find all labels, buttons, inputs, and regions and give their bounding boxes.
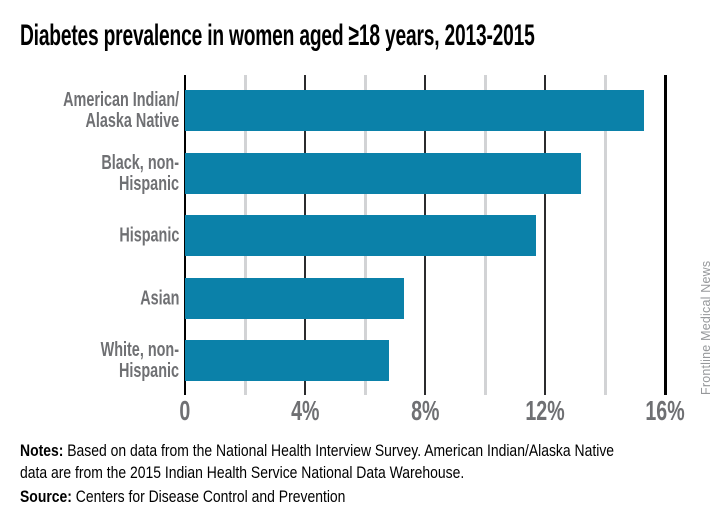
category-label: American Indian/Alaska Native xyxy=(62,88,179,132)
bar xyxy=(185,215,536,256)
category-label: Hispanic xyxy=(118,224,179,246)
gridline-minor xyxy=(604,75,607,395)
x-tick-label: 0 xyxy=(179,395,191,426)
x-tick-label: 4% xyxy=(290,395,320,426)
chart-title: Diabetes prevalence in women aged ≥18 ye… xyxy=(20,19,535,52)
x-tick-label: 16% xyxy=(645,395,685,426)
source-text: Centers for Disease Control and Preventi… xyxy=(71,487,346,506)
notes-block: Notes: Based on data from the National H… xyxy=(20,440,720,484)
credit-vertical-text: Frontline Medical News xyxy=(699,260,713,395)
source-block: Source: Centers for Disease Control and … xyxy=(20,486,417,508)
notes-label: Notes: xyxy=(20,441,64,460)
x-tick-label: 12% xyxy=(525,395,565,426)
notes-line-2: data are from the 2015 Indian Health Ser… xyxy=(20,463,465,482)
x-tick-label: 8% xyxy=(410,395,440,426)
bar xyxy=(185,278,404,319)
notes-line-1: Notes: Based on data from the National H… xyxy=(20,440,720,462)
gridline-major xyxy=(544,75,546,395)
bar xyxy=(185,153,581,194)
category-label: White, non-Hispanic xyxy=(100,338,179,382)
category-label: Asian xyxy=(139,287,179,309)
gridline-end xyxy=(664,75,667,395)
category-label: Black, non-Hispanic xyxy=(101,151,179,195)
bar xyxy=(185,340,389,381)
plot-area: American Indian/Alaska Native Black, non-… xyxy=(62,75,685,426)
bar xyxy=(185,90,644,131)
source-label: Source: xyxy=(20,487,72,506)
notes-text-1: Based on data from the National Health I… xyxy=(63,441,615,460)
